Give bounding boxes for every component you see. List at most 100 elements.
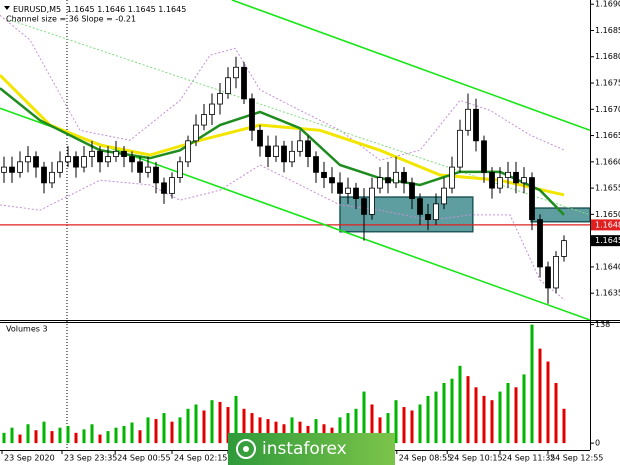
volume-bar (18, 434, 22, 444)
candle-body (113, 150, 119, 157)
volume-bar (562, 408, 566, 444)
candle-body (521, 177, 527, 184)
volume-bar (434, 391, 438, 444)
volume-bar (522, 374, 526, 444)
volume-bar (234, 395, 238, 444)
x-tick-label: 23 Sep 2020 (4, 454, 55, 463)
candle-body (153, 166, 159, 184)
volume-bar (474, 387, 478, 444)
volume-bar (186, 408, 190, 444)
candle-body (545, 266, 551, 289)
candle-body (449, 166, 455, 189)
logo (236, 439, 256, 459)
volume-bar (106, 431, 110, 444)
candle-body (465, 108, 471, 131)
volume-bar (442, 382, 446, 444)
volume-bar (162, 413, 166, 444)
volume-bar (58, 427, 62, 444)
price-tag-label: 1.1645 (595, 236, 620, 245)
candle-body (57, 161, 63, 173)
volume-bar (490, 400, 494, 444)
volume-bar (138, 430, 142, 444)
volume-bar (122, 425, 126, 444)
header-open: 1.1645 (67, 5, 95, 14)
volume-bar (466, 376, 470, 444)
candle-body (497, 177, 503, 189)
candle-body (273, 145, 279, 157)
volume-bar (266, 419, 270, 444)
candle-body (281, 145, 287, 163)
candle-body (369, 187, 375, 215)
candle-body (169, 177, 175, 194)
x-tick-label: 24 Sep 00:55 (117, 454, 170, 463)
candle-body (441, 187, 447, 205)
candle-body (217, 93, 223, 105)
indicator-caption: Channel size = 36 Slope = -0.21 (6, 15, 136, 24)
menu-arrow[interactable] (4, 6, 10, 10)
y-tick-label: 1.1635 (595, 289, 620, 298)
volume-bar (418, 404, 422, 444)
candle-body (393, 171, 399, 184)
candle-body (129, 156, 135, 163)
volume-bar (242, 408, 246, 444)
candle-body (185, 140, 191, 163)
chart-header: EURUSD,M5 1.1645 1.1646 1.1645 1.1645 (13, 5, 186, 14)
candle-body (121, 150, 127, 157)
y-tick-label: 1.1665 (595, 131, 620, 140)
indicator-line (0, 164, 566, 301)
zone (339, 196, 474, 233)
candle-body (385, 177, 391, 184)
volume-bar (50, 431, 54, 444)
volume-bar (274, 421, 278, 444)
volume-bar (482, 395, 486, 444)
candle-body (233, 66, 239, 79)
candle-body (409, 182, 415, 200)
volume-bar (90, 424, 94, 444)
volume-bar (2, 432, 6, 444)
volume-bar (130, 422, 134, 444)
candle-body (73, 156, 79, 168)
candle-body (313, 156, 319, 173)
candle-body (97, 150, 103, 163)
y-tick-label: 1.1660 (595, 157, 620, 166)
volume-bar (114, 427, 118, 444)
volume-bar (354, 408, 358, 444)
candle-body (305, 140, 311, 157)
volume-bar (42, 421, 46, 444)
volume-bar (426, 395, 430, 444)
price-tag (591, 219, 620, 231)
candle-body (1, 166, 7, 173)
indicator-line (231, 0, 591, 132)
y-tick-label: 1.1650 (595, 210, 620, 219)
price-tag (591, 235, 620, 247)
candle-body (25, 156, 31, 163)
candle-body (513, 171, 519, 184)
candle-body (9, 166, 15, 173)
volume-bar (386, 413, 390, 444)
volume-bar (402, 407, 406, 444)
volume-bar (82, 429, 86, 444)
candle-body (81, 156, 87, 168)
candle-body (33, 156, 39, 168)
volume-bar (394, 400, 398, 444)
volume-bar (458, 365, 462, 444)
logo (243, 446, 249, 452)
candle-body (377, 177, 383, 189)
header-close: 1.1645 (158, 5, 186, 14)
volume-bar (250, 413, 254, 444)
candle-body (177, 161, 183, 179)
volume-bar (410, 410, 414, 444)
candle-body (401, 171, 407, 184)
candle-body (49, 171, 55, 184)
candle-body (425, 213, 431, 221)
volume-bar (538, 348, 542, 444)
volume-bar (170, 421, 174, 444)
x-tick-label: 24 Sep 11:35 (502, 454, 555, 463)
volume-bar (546, 361, 550, 444)
candle-body (201, 114, 207, 126)
volume-bar (498, 391, 502, 444)
volume-bar (506, 382, 510, 444)
volume-bar (218, 401, 222, 444)
